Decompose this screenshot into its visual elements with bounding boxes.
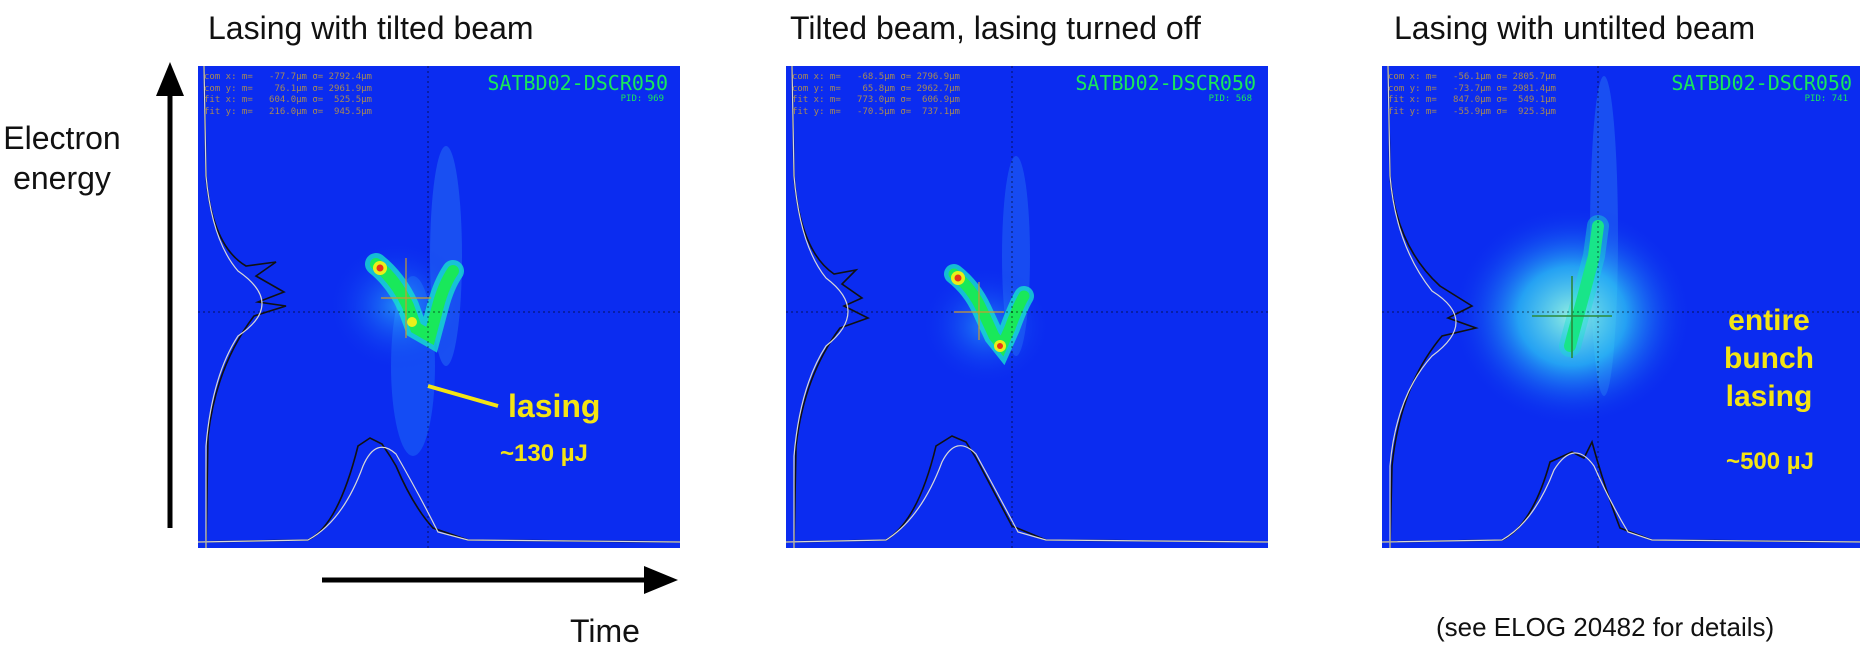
panel-2-stat-line: fit x: m= 773.0µm σ= 606.9µm [792, 95, 960, 105]
panel-2-screen [786, 66, 1268, 548]
panel-1-stat-line: com x: m= -77.7µm σ= 2792.4µm [204, 72, 372, 82]
panel-1-stat-line: com y: m= 76.1µm σ= 2961.9µm [204, 83, 372, 94]
panel-3-title: Lasing with untilted beam [1394, 10, 1756, 46]
panel-3-stat-line: com x: m= -56.1µm σ= 2805.7µm [1388, 72, 1556, 82]
panel-3-energy: ~500 µJ [1726, 448, 1814, 475]
panel-3-pid: PID: 741 [1804, 94, 1848, 104]
energy-axis-arrow [156, 62, 184, 528]
panel-1-energy: ~130 µJ [500, 440, 588, 467]
panel-1-screen [198, 66, 680, 548]
panel-3-stats: com x: m= -56.1µm σ= 2805.7µm com y: m= -… [1388, 72, 1556, 118]
panel-3-camera-label: SATBD02-DSCR050 [1671, 71, 1852, 95]
panel-3-stat-line: fit y: m= -55.9µm σ= 925.3µm [1388, 106, 1556, 117]
panel-2-image: com x: m= -68.5µm σ= 2796.9µm com y: m= 6… [786, 66, 1268, 548]
panel-3-stat-line: com y: m= -73.7µm σ= 2981.4µm [1388, 83, 1556, 94]
energy-axis-label-line2: energy [13, 160, 111, 196]
panel-3-annotation-line2: bunch [1724, 342, 1814, 375]
panel-1-camera-label: SATBD02-DSCR050 [487, 71, 668, 95]
footnote: (see ELOG 20482 for details) [1436, 612, 1775, 642]
panel-2-stats: com x: m= -68.5µm σ= 2796.9µm com y: m= 6… [792, 72, 960, 118]
panel-3-image: com x: m= -56.1µm σ= 2805.7µm com y: m= -… [1382, 66, 1860, 548]
energy-axis-label-line1: Electron [3, 120, 121, 156]
panel-3-annotation-line3: lasing [1725, 380, 1813, 413]
panel-2-camera-label: SATBD02-DSCR050 [1075, 71, 1256, 95]
panel-2-title: Tilted beam, lasing turned off [790, 10, 1201, 46]
panel-1-pid: PID: 969 [620, 94, 664, 104]
panel-2-pid: PID: 568 [1208, 94, 1252, 104]
panel-1-stat-line: fit x: m= 604.0µm σ= 525.5µm [204, 95, 372, 105]
time-axis-label: Time [570, 613, 640, 649]
panel-1-stats: com x: m= -77.7µm σ= 2792.4µm com y: m= 7… [204, 72, 372, 118]
panel-2-stat-line: com x: m= -68.5µm σ= 2796.9µm [792, 72, 960, 82]
panel-2-stat-line: fit y: m= -70.5µm σ= 737.1µm [792, 106, 960, 117]
energy-axis-label: Electron energy [0, 118, 124, 198]
panel-1-image: com x: m= -77.7µm σ= 2792.4µm com y: m= 7… [198, 66, 680, 548]
panel-3-screen [1382, 66, 1860, 548]
panel-3-stat-line: fit x: m= 847.0µm σ= 549.1µm [1388, 95, 1556, 105]
panel-1-annotation: lasing [508, 388, 601, 424]
panel-3-annotation: entire bunch lasing [1704, 302, 1834, 416]
panel-1-title: Lasing with tilted beam [208, 10, 534, 46]
panel-1-stat-line: fit y: m= 216.0µm σ= 945.5µm [204, 106, 372, 117]
panel-3-annotation-line1: entire [1728, 304, 1810, 337]
time-axis-arrow [322, 566, 678, 594]
panel-2-stat-line: com y: m= 65.8µm σ= 2962.7µm [792, 83, 960, 94]
